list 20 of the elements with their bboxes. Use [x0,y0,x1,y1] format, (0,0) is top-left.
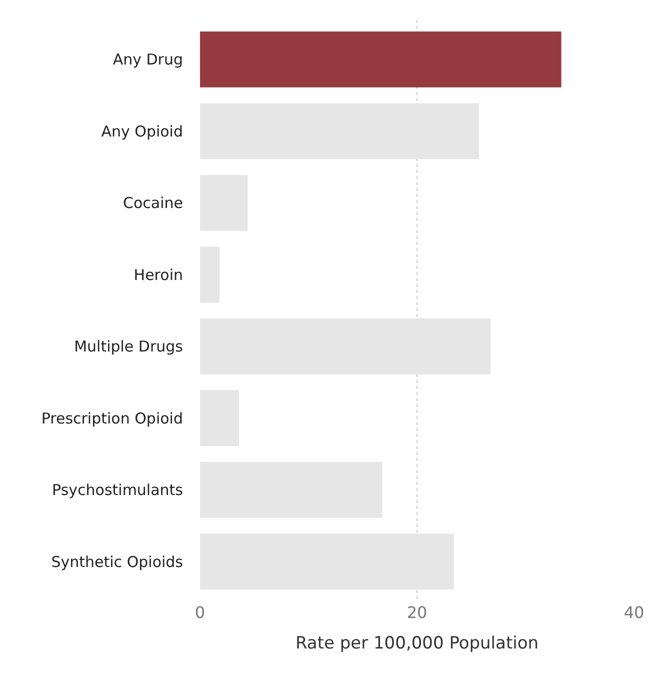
bar [200,462,382,518]
bar [200,318,491,374]
y-tick-label: Any Opioid [101,122,183,140]
y-tick-label: Prescription Opioid [41,409,183,428]
bar [200,246,220,303]
x-tick-label: 20 [406,603,428,622]
y-tick-label: Multiple Drugs [74,338,184,356]
bar [200,390,240,446]
y-tick-label: Any Drug [112,50,183,69]
y-tick-label: Cocaine [123,194,183,212]
x-tick-label: 0 [194,603,206,622]
y-tick-label: Psychostimulants [52,481,184,500]
bar [200,534,454,590]
x-tick-label: 40 [624,603,644,622]
y-tick-label: Synthetic Opioids [51,552,184,571]
bar [200,103,479,160]
y-tick-label: Heroin [134,266,183,284]
bar [200,31,562,88]
x-axis-title: Rate per 100,000 Population [295,633,539,654]
bar [200,174,248,231]
